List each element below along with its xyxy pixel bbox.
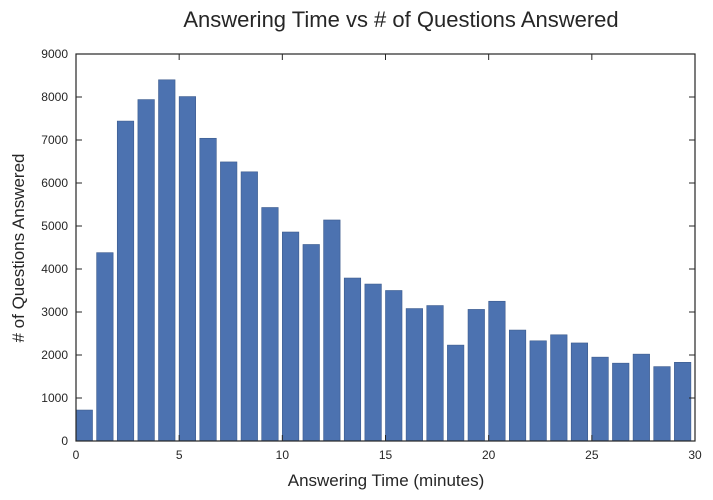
bar [674,362,692,442]
bars-group [75,79,692,442]
bar [570,342,589,442]
x-axis-label: Answering Time (minutes) [288,471,485,490]
x-tick-label: 5 [176,448,183,462]
bar [96,252,114,442]
bar [488,300,506,442]
x-tick-label: 10 [276,448,290,462]
bar [75,409,93,442]
x-tick-label: 20 [482,448,496,462]
bar [632,353,650,442]
x-tick-label: 25 [585,448,599,462]
bar [529,340,547,442]
bar [508,329,527,442]
y-tick-label: 9000 [41,47,68,61]
bar [612,362,630,442]
bar [343,277,362,442]
x-tick-label: 15 [379,448,393,462]
y-tick-label: 6000 [41,176,68,190]
bar [137,99,155,442]
bar [426,305,444,442]
y-tick-label: 3000 [41,305,68,319]
y-tick-label: 1000 [41,391,68,405]
bar [240,171,258,442]
y-axis-label: # of Questions Answered [9,153,28,342]
bar [116,120,135,442]
y-tick-label: 0 [61,434,68,448]
bar [467,309,485,442]
bar [282,231,300,442]
bar [364,283,382,442]
y-tick-label: 4000 [41,262,68,276]
bar [323,219,341,442]
plot-frame [75,53,696,442]
x-tick-label: 0 [73,448,80,462]
bar [261,207,279,442]
y-tick-label: 7000 [41,133,68,147]
bar [158,79,176,442]
bar [653,366,671,442]
x-tick-label: 30 [688,448,702,462]
bar [385,290,403,442]
y-tick-label: 2000 [41,348,68,362]
ticks-group: 0 5 10 15 20 25 30 0 1000 2000 3000 4000 5000 6000 700… [41,47,702,462]
bar [178,96,196,442]
bar [591,356,609,442]
bar [199,137,217,442]
bar [302,244,320,442]
bar [220,161,238,442]
y-tick-label: 5000 [41,219,68,233]
bar [405,308,423,442]
chart-title: Answering Time vs # of Questions Answere… [183,7,618,32]
y-tick-label: 8000 [41,90,68,104]
bar [447,344,465,442]
bar [550,334,568,442]
